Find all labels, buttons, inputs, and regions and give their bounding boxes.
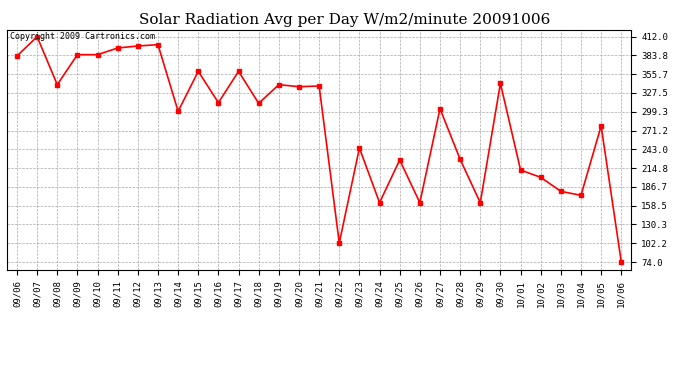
Text: Solar Radiation Avg per Day W/m2/minute 20091006: Solar Radiation Avg per Day W/m2/minute …: [139, 13, 551, 27]
Text: Copyright 2009 Cartronics.com: Copyright 2009 Cartronics.com: [10, 32, 155, 41]
